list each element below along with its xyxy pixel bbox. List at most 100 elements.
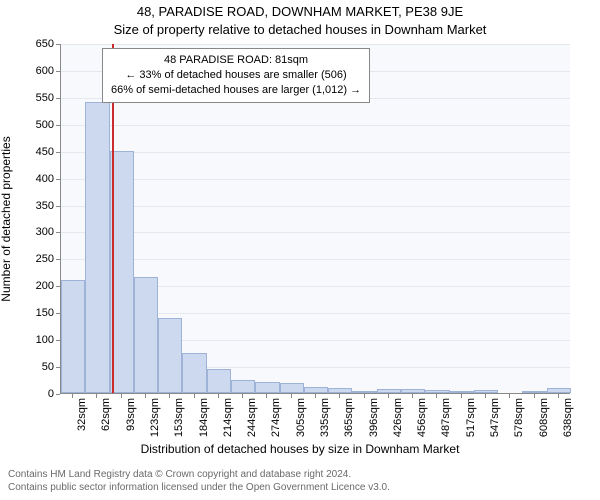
xtick-mark [364,394,365,398]
xtick-mark [315,394,316,398]
xtick-mark [436,394,437,398]
xtick-mark [388,394,389,398]
xtick-label: 608sqm [538,398,550,448]
ytick-label: 550 [14,92,54,104]
xtick-mark [266,394,267,398]
y-axis-title: Number of detached properties [0,54,13,219]
histogram-bar [401,389,425,393]
gridline [61,179,570,180]
chart-title-line1: 48, PARADISE ROAD, DOWNHAM MARKET, PE38 … [0,4,600,19]
gridline [61,125,570,126]
ytick-mark [56,44,60,45]
histogram-bar [182,353,206,393]
xtick-label: 62sqm [100,398,112,448]
ytick-mark [56,259,60,260]
xtick-label: 487sqm [440,398,452,448]
xtick-label: 547sqm [489,398,501,448]
footer-line2: Contains public sector information licen… [8,482,390,495]
ytick-label: 250 [14,253,54,265]
histogram-bar [352,391,376,393]
xtick-mark [339,394,340,398]
ytick-label: 350 [14,200,54,212]
ytick-label: 300 [14,226,54,238]
xtick-label: 638sqm [562,398,574,448]
footer-line1: Contains HM Land Registry data © Crown c… [8,469,390,482]
xtick-label: 184sqm [198,398,210,448]
xtick-label: 305sqm [295,398,307,448]
chart-container: 48, PARADISE ROAD, DOWNHAM MARKET, PE38 … [0,0,600,500]
xtick-mark [218,394,219,398]
ytick-mark [56,206,60,207]
xtick-mark [412,394,413,398]
histogram-bar [280,383,304,393]
xtick-label: 517sqm [465,398,477,448]
xtick-mark [291,394,292,398]
annotation-line2: ← 33% of detached houses are smaller (50… [111,68,361,83]
histogram-bar [474,390,498,393]
xtick-mark [194,394,195,398]
histogram-bar [522,391,546,393]
ytick-label: 0 [14,388,54,400]
gridline [61,259,570,260]
annotation-line1: 48 PARADISE ROAD: 81sqm [111,53,361,68]
ytick-mark [56,179,60,180]
xtick-label: 153sqm [173,398,185,448]
histogram-bar [547,388,571,393]
histogram-bar [231,380,255,393]
ytick-mark [56,286,60,287]
annotation-box: 48 PARADISE ROAD: 81sqm ← 33% of detache… [102,48,370,103]
xtick-label: 274sqm [270,398,282,448]
ytick-label: 400 [14,173,54,185]
ytick-label: 150 [14,307,54,319]
xtick-mark [558,394,559,398]
gridline [61,232,570,233]
gridline [61,206,570,207]
histogram-bar [328,388,352,393]
ytick-label: 50 [14,361,54,373]
xtick-mark [72,394,73,398]
xtick-mark [242,394,243,398]
ytick-mark [56,125,60,126]
ytick-label: 650 [14,38,54,50]
xtick-label: 456sqm [416,398,428,448]
ytick-mark [56,152,60,153]
histogram-bar [158,318,182,393]
ytick-mark [56,313,60,314]
xtick-label: 93sqm [125,398,137,448]
xtick-label: 365sqm [343,398,355,448]
xtick-label: 396sqm [368,398,380,448]
ytick-label: 450 [14,146,54,158]
ytick-label: 600 [14,65,54,77]
histogram-bar [207,369,231,393]
histogram-bar [255,382,279,393]
xtick-mark [485,394,486,398]
xtick-mark [145,394,146,398]
ytick-mark [56,394,60,395]
xtick-label: 123sqm [149,398,161,448]
xtick-label: 32sqm [76,398,88,448]
histogram-bar [425,390,449,393]
footer-text: Contains HM Land Registry data © Crown c… [8,469,390,494]
ytick-mark [56,232,60,233]
xtick-label: 214sqm [222,398,234,448]
ytick-mark [56,367,60,368]
histogram-bar [377,389,401,393]
ytick-mark [56,340,60,341]
xtick-label: 578sqm [513,398,525,448]
xtick-label: 244sqm [246,398,258,448]
histogram-bar [450,391,474,393]
xtick-mark [461,394,462,398]
ytick-label: 200 [14,280,54,292]
ytick-mark [56,98,60,99]
histogram-bar [61,280,85,393]
xtick-label: 426sqm [392,398,404,448]
ytick-label: 500 [14,119,54,131]
xtick-mark [121,394,122,398]
gridline [61,152,570,153]
ytick-mark [56,71,60,72]
histogram-bar [85,102,109,393]
xtick-mark [169,394,170,398]
ytick-label: 100 [14,334,54,346]
histogram-bar [134,277,158,393]
xtick-mark [509,394,510,398]
